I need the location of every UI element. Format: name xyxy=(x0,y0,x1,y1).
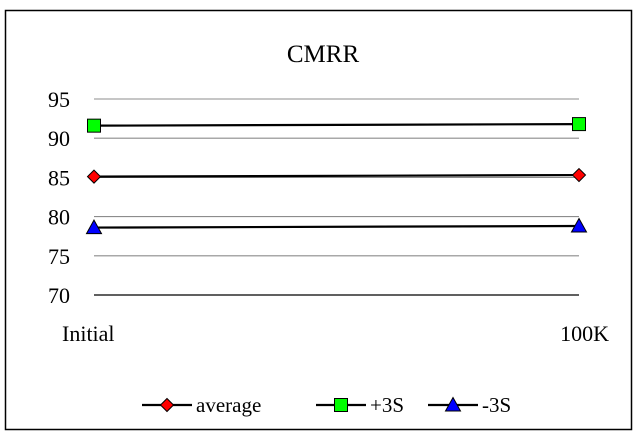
series-line-minus-3s xyxy=(93,224,580,229)
y-tick-label: 95 xyxy=(48,87,70,112)
legend-marker-minus-3s xyxy=(444,396,462,412)
chart-title: CMRR xyxy=(287,41,360,68)
data-point-plus-3s xyxy=(87,118,101,133)
y-tick-label: 90 xyxy=(48,126,70,151)
data-point-average xyxy=(571,167,587,183)
x-tick-label: 100K xyxy=(560,321,609,346)
legend-marker-average xyxy=(159,397,175,413)
series-line-average xyxy=(93,173,580,178)
series-line-plus-3s xyxy=(93,122,580,127)
x-tick-label: Initial xyxy=(62,321,115,346)
plot-area: 70 75 80 85 90 95 Initial 100K xyxy=(48,87,609,346)
legend-label-minus-3s: -3S xyxy=(482,393,511,417)
y-tick-label: 80 xyxy=(48,205,70,230)
data-point-minus-3s xyxy=(570,217,588,233)
data-point-plus-3s xyxy=(572,117,586,132)
legend: average +3S -3S xyxy=(142,393,511,417)
data-point-minus-3s xyxy=(85,219,103,235)
legend-label-plus-3s: +3S xyxy=(370,393,404,417)
legend-marker-plus-3s xyxy=(334,398,348,412)
legend-label-average: average xyxy=(196,393,261,417)
chart-border xyxy=(4,9,633,431)
y-tick-label: 75 xyxy=(48,244,70,269)
y-tick-label: 85 xyxy=(48,165,70,190)
y-tick-label: 70 xyxy=(48,283,70,308)
data-point-average xyxy=(86,169,102,184)
